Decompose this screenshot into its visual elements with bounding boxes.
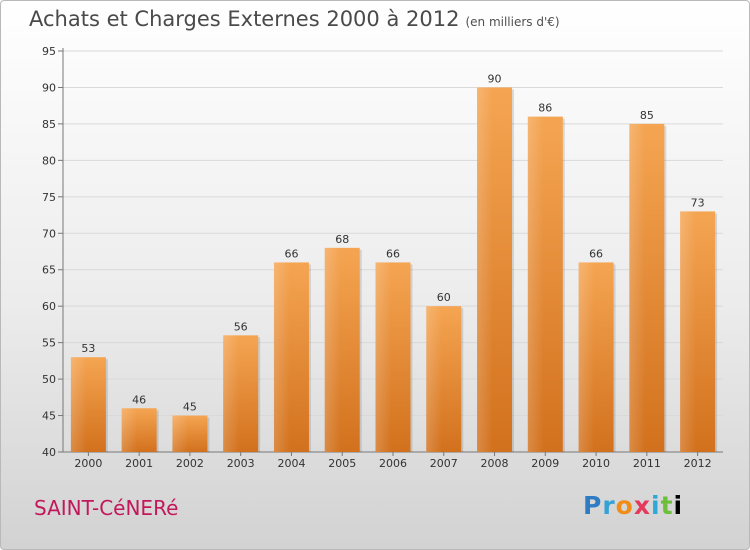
logo-letter: P bbox=[583, 491, 603, 520]
chart-title-text: Achats et Charges Externes 2000 à 2012 bbox=[29, 7, 460, 31]
y-tick-label: 40 bbox=[42, 446, 56, 459]
bar-value-label: 46 bbox=[132, 393, 146, 406]
x-tick-label: 2001 bbox=[125, 457, 153, 470]
bar-highlight bbox=[172, 415, 189, 452]
logo-letter: i bbox=[673, 491, 684, 520]
bar-value-label: 53 bbox=[81, 342, 95, 355]
bar-highlight bbox=[680, 211, 696, 452]
x-tick-label: 2008 bbox=[481, 457, 509, 470]
bar-value-label: 66 bbox=[284, 247, 298, 260]
bar-highlight bbox=[223, 335, 239, 452]
logo-letter: o bbox=[615, 491, 634, 520]
bar-highlight bbox=[121, 408, 138, 452]
place-name: SAINT-CéNERé bbox=[34, 496, 179, 520]
x-tick-label: 2006 bbox=[379, 457, 407, 470]
y-tick-label: 55 bbox=[42, 337, 56, 350]
y-tick-label: 70 bbox=[42, 227, 56, 240]
x-tick-label: 2005 bbox=[328, 457, 356, 470]
y-tick-label: 60 bbox=[42, 300, 56, 313]
bar-highlight bbox=[426, 306, 443, 452]
y-tick-label: 80 bbox=[42, 154, 56, 167]
y-tick-label: 90 bbox=[42, 81, 56, 94]
bar-highlight bbox=[375, 262, 392, 452]
chart-title: Achats et Charges Externes 2000 à 2012 (e… bbox=[29, 7, 560, 31]
bar-value-label: 90 bbox=[488, 72, 502, 85]
x-tick-label: 2002 bbox=[176, 457, 204, 470]
bar-value-label: 56 bbox=[234, 320, 248, 333]
bar-value-label: 68 bbox=[335, 233, 349, 246]
logo-letter: i bbox=[651, 491, 661, 520]
bar-highlight bbox=[629, 123, 646, 452]
y-tick-label: 65 bbox=[42, 264, 56, 277]
x-tick-label: 2000 bbox=[74, 457, 102, 470]
logo-letter: r bbox=[602, 491, 616, 520]
x-tick-label: 2004 bbox=[277, 457, 305, 470]
bar-value-label: 86 bbox=[538, 102, 552, 115]
logo-letter: t bbox=[660, 491, 674, 520]
x-tick-label: 2012 bbox=[684, 457, 712, 470]
chart-unit-note: (en milliers d'€) bbox=[465, 15, 560, 29]
x-tick-label: 2009 bbox=[531, 457, 559, 470]
x-tick-label: 2003 bbox=[227, 457, 255, 470]
bar-value-label: 66 bbox=[589, 247, 603, 260]
x-tick-label: 2007 bbox=[430, 457, 458, 470]
y-tick-label: 45 bbox=[42, 410, 56, 423]
bar-highlight bbox=[477, 87, 493, 453]
bar-value-label: 85 bbox=[640, 109, 654, 122]
y-tick-label: 75 bbox=[42, 191, 56, 204]
bar-value-label: 45 bbox=[183, 401, 197, 414]
y-tick-label: 50 bbox=[42, 373, 56, 386]
bar-value-label: 66 bbox=[386, 247, 400, 260]
x-tick-label: 2010 bbox=[582, 457, 610, 470]
bar-value-label: 60 bbox=[437, 291, 451, 304]
bar-value-label: 73 bbox=[691, 196, 705, 209]
x-tick-label: 2011 bbox=[633, 457, 661, 470]
y-tick-label: 95 bbox=[42, 45, 56, 58]
bar-highlight bbox=[527, 116, 544, 453]
logo-letter: x bbox=[633, 491, 651, 520]
bar-highlight bbox=[70, 357, 87, 452]
bar-highlight bbox=[273, 262, 290, 452]
proxiti-logo: Proxiti bbox=[583, 491, 683, 520]
bar-highlight bbox=[324, 247, 341, 452]
bar-highlight bbox=[578, 262, 595, 452]
y-tick-label: 85 bbox=[42, 118, 56, 131]
